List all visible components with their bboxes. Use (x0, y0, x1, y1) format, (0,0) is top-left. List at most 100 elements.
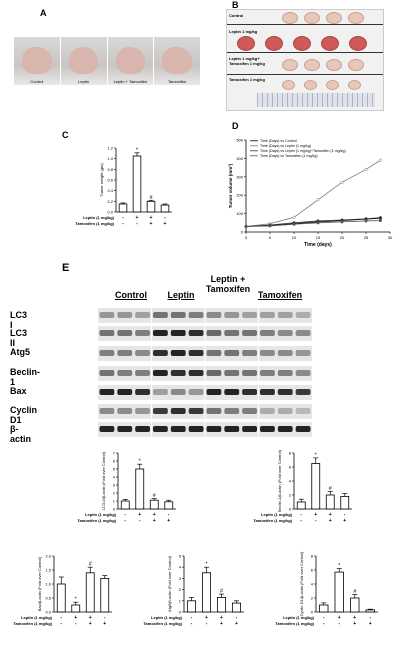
data-point (340, 180, 344, 184)
mouse-caption: Tamoxifen (168, 79, 187, 84)
data-point (316, 221, 320, 225)
data-point (316, 198, 320, 202)
panel-letter-c: C (62, 130, 69, 140)
treatment-label: Tamoxifen (1 mg/kg) (143, 621, 182, 626)
mouse-photo-tamoxifen: Tamoxifen (154, 37, 200, 85)
treatment-sign: + (220, 621, 223, 627)
y-tick-label: 0.4 (107, 188, 113, 193)
blot-band (242, 408, 257, 414)
bar (201, 572, 212, 613)
y-tick-label: 6 (311, 568, 314, 573)
y-tick-label: 100 (236, 211, 243, 216)
blot-row-label: β-actin (10, 424, 32, 444)
blot-band (277, 370, 293, 376)
treatment-sign: + (353, 615, 356, 621)
beclin-quant-chart: 0 2 4 6 8 * # Beclin-1/β-actin (Fold over Contr… (253, 449, 352, 524)
y-tick-label: 0 (241, 230, 244, 235)
treatment-sign: + (369, 621, 372, 627)
treatment-sign: + (89, 615, 92, 621)
blot-band (224, 426, 240, 432)
blot-band (260, 350, 275, 356)
y-tick-label: 1.0 (45, 582, 51, 587)
tumor (326, 59, 342, 71)
y-tick-label: 500 (236, 138, 243, 143)
blot-band (117, 408, 133, 414)
significance-marker: # (153, 493, 157, 499)
blot-band (206, 370, 222, 376)
blot-group-label: Leptin + Tamoxifen (205, 274, 251, 294)
y-tick-label: 200 (236, 193, 243, 198)
bar (296, 501, 306, 510)
x-tick-label: 15 (316, 235, 321, 240)
tumor-row-label: Control (229, 13, 244, 18)
significance-marker: # (329, 486, 333, 492)
blot-band (295, 350, 311, 356)
bar (120, 500, 130, 510)
blot-band (135, 330, 150, 336)
blot-band (295, 389, 311, 395)
treatment-sign: + (136, 215, 139, 221)
mouse-caption: Control (30, 79, 44, 84)
treatment-sign: - (164, 215, 166, 221)
y-axis-label: Atg5/β-actin (Fold over Control) (167, 555, 172, 612)
blot-row-label: Beclin-1 (10, 367, 41, 387)
treatment-sign: - (122, 215, 124, 221)
blot-band (206, 426, 222, 432)
y-tick-label: 0 (179, 610, 182, 615)
y-tick-label: 2 (311, 596, 314, 601)
blot-band (99, 312, 115, 318)
treatment-sign: - (139, 518, 141, 524)
treatment-sign: + (103, 621, 106, 627)
x-tick-label: 30 (388, 235, 393, 240)
tumor (304, 12, 320, 24)
tumor (282, 80, 295, 90)
blot-band (277, 408, 293, 414)
blot-band (260, 370, 275, 376)
y-tick-label: 8 (289, 451, 292, 456)
treatment-sign: - (124, 512, 126, 518)
significance-marker: * (205, 562, 208, 568)
treatment-sign: + (89, 621, 92, 627)
blot-band (135, 408, 150, 414)
x-tick-label: 25 (364, 235, 369, 240)
blot-band (242, 370, 257, 376)
bar (160, 204, 170, 213)
tumor-photo: Control Leptin 1 mg/kg Leptin 1 mg/kg+ T… (226, 9, 384, 111)
treatment-sign: + (329, 512, 332, 518)
series-line (245, 159, 381, 227)
blot-band (224, 330, 240, 336)
panel-letter-d: D (232, 121, 239, 131)
y-tick-label: 0.2 (107, 199, 113, 204)
y-tick-label: 0.8 (107, 167, 113, 172)
y-tick-label: 4 (289, 479, 292, 484)
treatment-sign: - (323, 621, 325, 627)
tumor (293, 36, 311, 51)
blot-band (277, 350, 293, 356)
blot-band (99, 408, 115, 414)
x-axis-label: Time (days) (304, 242, 332, 248)
y-axis-label: Cyclin D1/β-actin (Fold over Control) (299, 551, 304, 616)
data-point (340, 220, 344, 224)
y-tick-label: 300 (236, 174, 243, 179)
y-tick-label: 2 (113, 491, 116, 496)
significance-marker: * (139, 459, 142, 465)
treatment-sign: - (206, 621, 208, 627)
bar (231, 602, 242, 613)
treatment-sign: - (315, 518, 317, 524)
tumor-weight-chart: 0.0 0.2 0.4 0.6 0.8 1.0 1.2 * # Tumor weight (gm)… (75, 146, 172, 227)
blot-band (117, 370, 133, 376)
treatment-sign: - (124, 518, 126, 524)
bar (100, 577, 110, 613)
blot-band (224, 312, 240, 318)
blot-band (170, 330, 186, 336)
blot-band (188, 389, 204, 395)
x-tick-label: 20 (340, 235, 345, 240)
blot-row-label: Atg5 (10, 347, 30, 357)
y-tick-label: 1.5 (45, 568, 51, 573)
treatment-sign: - (104, 615, 106, 621)
y-axis-label: LC3-II/β-actin (Fold over Control) (101, 451, 106, 510)
y-tick-label: 2 (179, 587, 182, 592)
blot-band (117, 350, 133, 356)
y-tick-label: 3 (179, 576, 182, 581)
blot-band (295, 408, 311, 414)
